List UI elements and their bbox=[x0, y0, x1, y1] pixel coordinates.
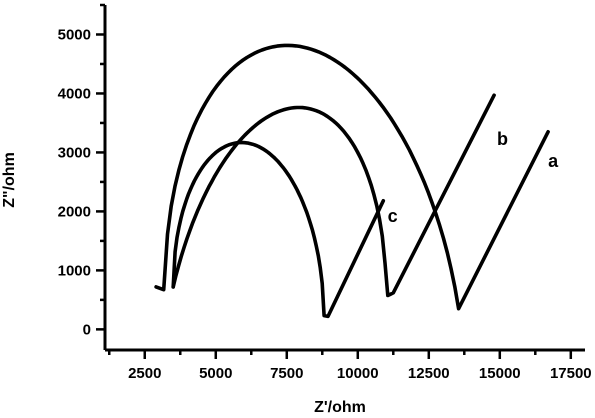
series-line-b bbox=[171, 93, 496, 298]
y-tick-label: 1000 bbox=[58, 262, 91, 279]
x-axis-title: Z'/ohm bbox=[314, 399, 366, 416]
x-tick-label: 12500 bbox=[408, 365, 450, 382]
y-tick-label: 4000 bbox=[58, 85, 91, 102]
y-tick-label: 3000 bbox=[58, 144, 91, 161]
y-tick-label: 2000 bbox=[58, 203, 91, 220]
series-line-a bbox=[154, 43, 550, 311]
series-label-a: a bbox=[548, 151, 559, 171]
y-axis-title: Z"/ohm bbox=[1, 152, 18, 208]
x-tick-label: 10000 bbox=[337, 365, 379, 382]
axes: 2500 5000 7500 10000 12500 15000 17500 0 1000 200… bbox=[58, 3, 592, 382]
x-tick-label: 7500 bbox=[270, 365, 303, 382]
y-tick-label: 0 bbox=[83, 321, 91, 338]
series-label-b: b bbox=[497, 129, 508, 149]
x-tick-label: 2500 bbox=[128, 365, 161, 382]
x-tick-label: 15000 bbox=[479, 365, 521, 382]
x-tick-label: 5000 bbox=[199, 365, 232, 382]
x-tick-label: 17500 bbox=[550, 365, 592, 382]
labels-layer: a b c bbox=[388, 129, 559, 226]
series-layer bbox=[154, 43, 550, 319]
series-line-c bbox=[171, 140, 386, 319]
series-label-c: c bbox=[388, 206, 398, 226]
y-tick-label: 5000 bbox=[58, 26, 91, 43]
